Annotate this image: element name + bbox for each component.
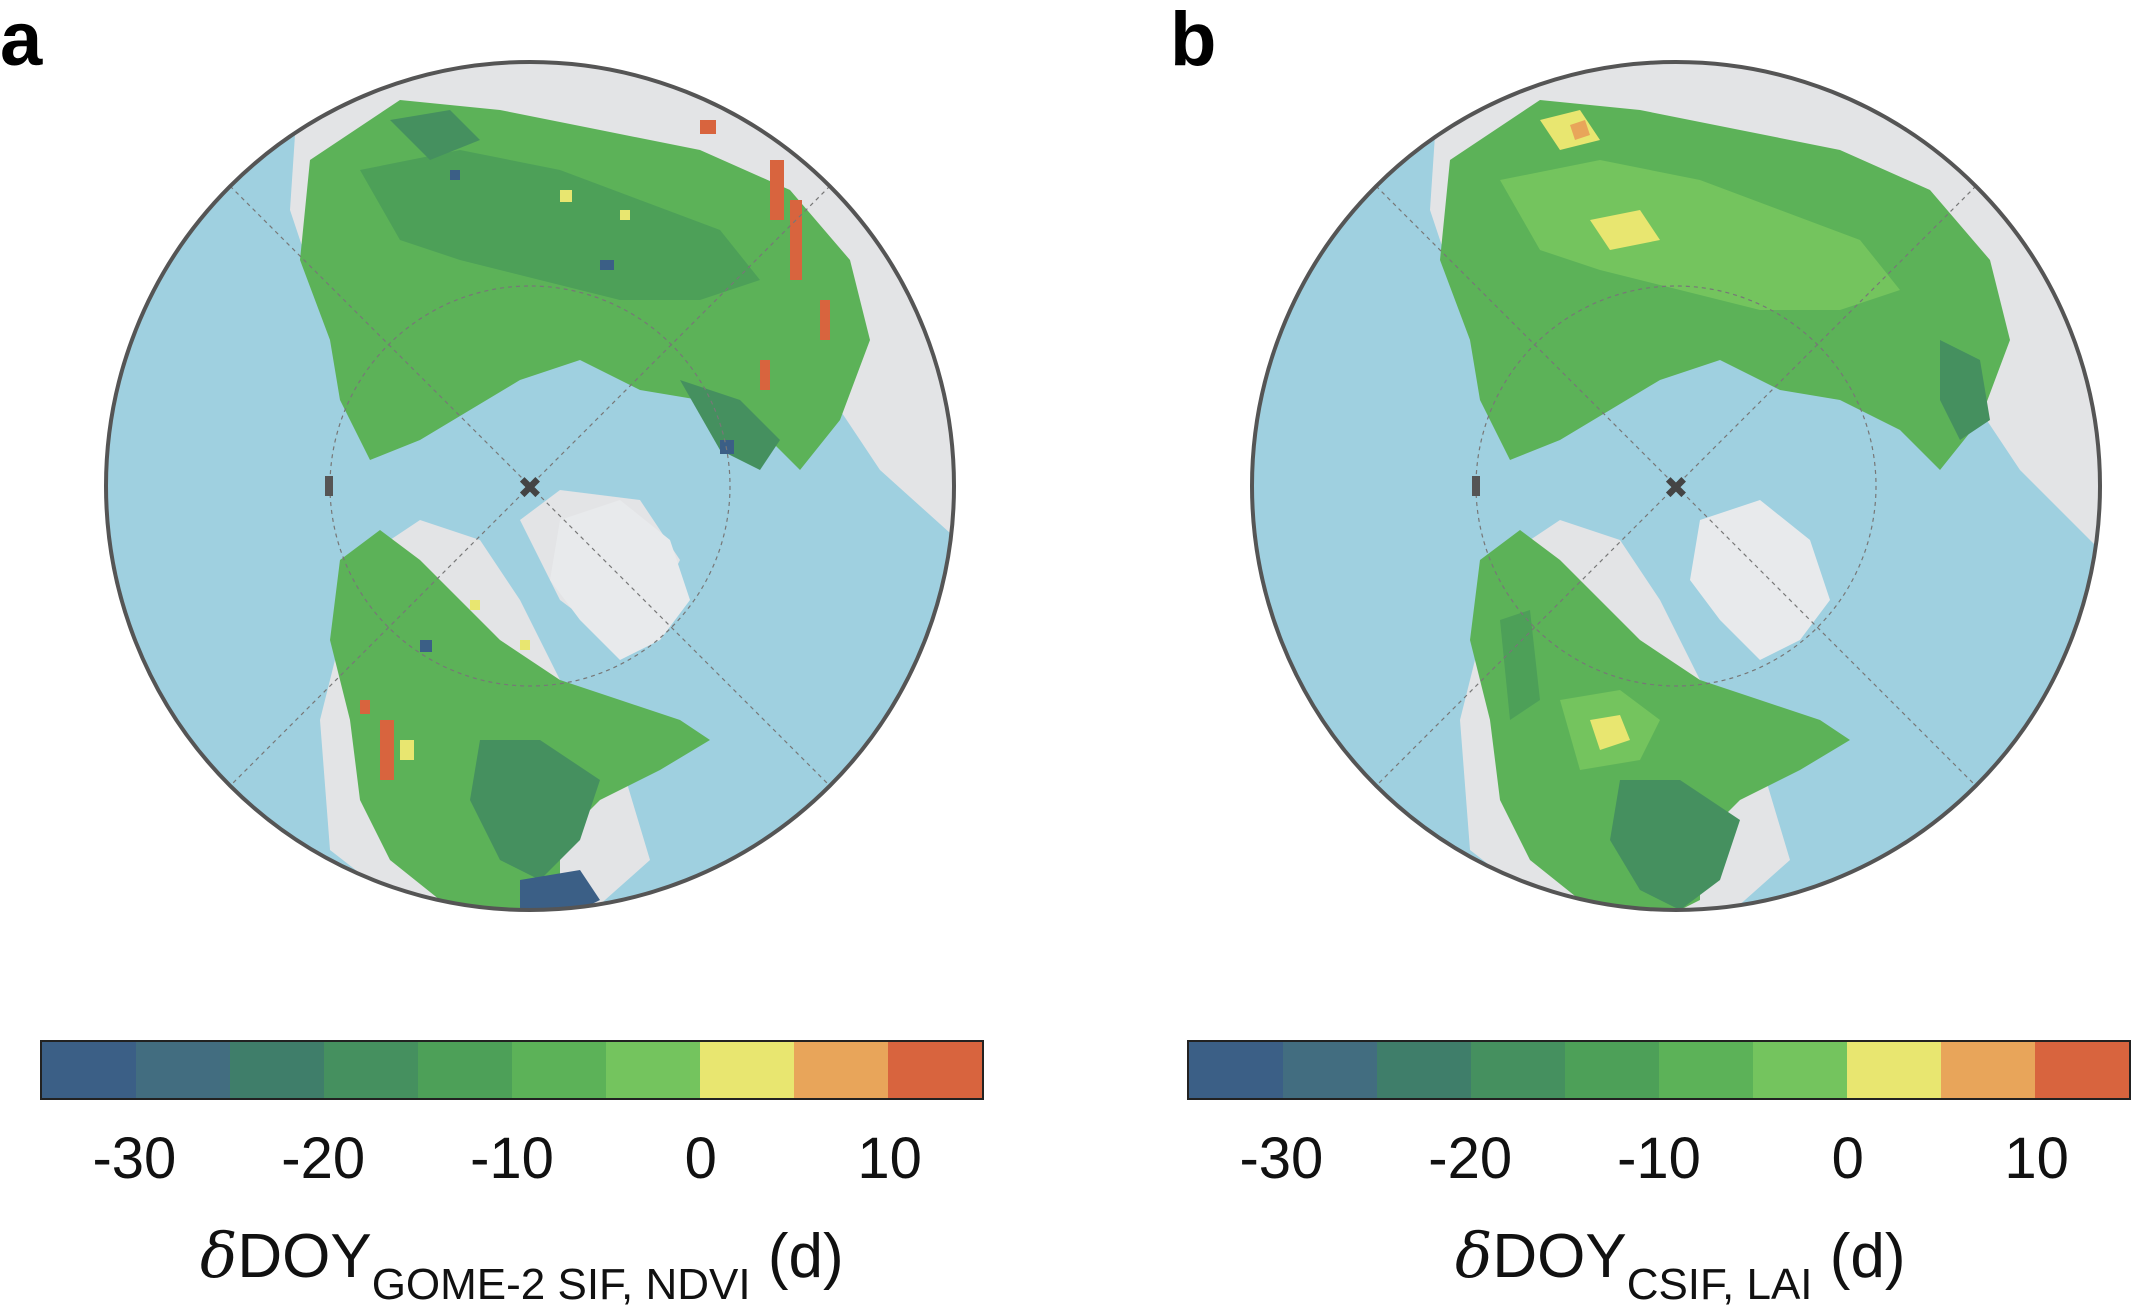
colorbar-a-segment — [700, 1042, 794, 1098]
colorbar-b-segment — [1941, 1042, 2035, 1098]
colorbar-a-segment — [42, 1042, 136, 1098]
scatter-a — [360, 120, 830, 780]
colorbar-a-segment — [888, 1042, 982, 1098]
pole-marker-b: ✖ — [1663, 472, 1688, 505]
map-a: ✖ — [104, 60, 956, 912]
colorbar-b-segment — [1753, 1042, 1847, 1098]
colorbar-b-tick-label: 0 — [1831, 1126, 1864, 1191]
colorbar-b-segment — [1471, 1042, 1565, 1098]
map-b: ✖ — [1250, 60, 2102, 912]
north-america-b — [1470, 530, 1850, 910]
colorbar-b-segment — [1565, 1042, 1659, 1098]
colorbar-b: -30 -20 -10 0 10 — [1187, 1040, 2131, 1188]
colorbar-a-segment — [512, 1042, 606, 1098]
colorbar-a-segment — [606, 1042, 700, 1098]
colorbar-a-segment — [136, 1042, 230, 1098]
colorbar-b-segment — [1189, 1042, 1283, 1098]
colorbar-a-segment — [230, 1042, 324, 1098]
panel-letter-a: a — [0, 0, 43, 82]
colorbar-b-tick-label: -10 — [1617, 1126, 1701, 1191]
colorbar-b-label: δDOYCSIF, LAI (d) — [1455, 1219, 1906, 1309]
colorbar-b-segment — [1847, 1042, 1941, 1098]
colorbar-a-bar — [40, 1040, 984, 1100]
colorbar-b-bar — [1187, 1040, 2131, 1100]
colorbar-a-tick-label: -10 — [470, 1126, 554, 1191]
pole-marker-a: ✖ — [517, 472, 542, 505]
colorbar-a-label: δDOYGOME-2 SIF, NDVI (d) — [200, 1219, 844, 1309]
colorbar-a-tick-label: -20 — [281, 1126, 366, 1191]
colorbar-b-tick-label: 10 — [2004, 1126, 2069, 1191]
north-america-a — [330, 530, 710, 910]
colorbar-b-segment — [2035, 1042, 2129, 1098]
colorbar-a-tick-label: 0 — [684, 1126, 717, 1191]
colorbar-a-segment — [418, 1042, 512, 1098]
colorbar-b-segment — [1659, 1042, 1753, 1098]
colorbar-a-segment — [324, 1042, 418, 1098]
colorbar-a-segment — [794, 1042, 888, 1098]
colorbar-a-tick-label: 10 — [857, 1126, 922, 1191]
colorbar-b-segment — [1377, 1042, 1471, 1098]
colorbar-b-segment — [1283, 1042, 1377, 1098]
colorbar-b-tick-label: -30 — [1239, 1126, 1324, 1191]
colorbar-a-tick-label: -30 — [92, 1126, 177, 1191]
colorbar-b-tick-label: -20 — [1428, 1126, 1513, 1191]
panel-letter-b: b — [1170, 0, 1217, 82]
colorbar-a: -30 -20 -10 0 10 — [40, 1040, 984, 1188]
